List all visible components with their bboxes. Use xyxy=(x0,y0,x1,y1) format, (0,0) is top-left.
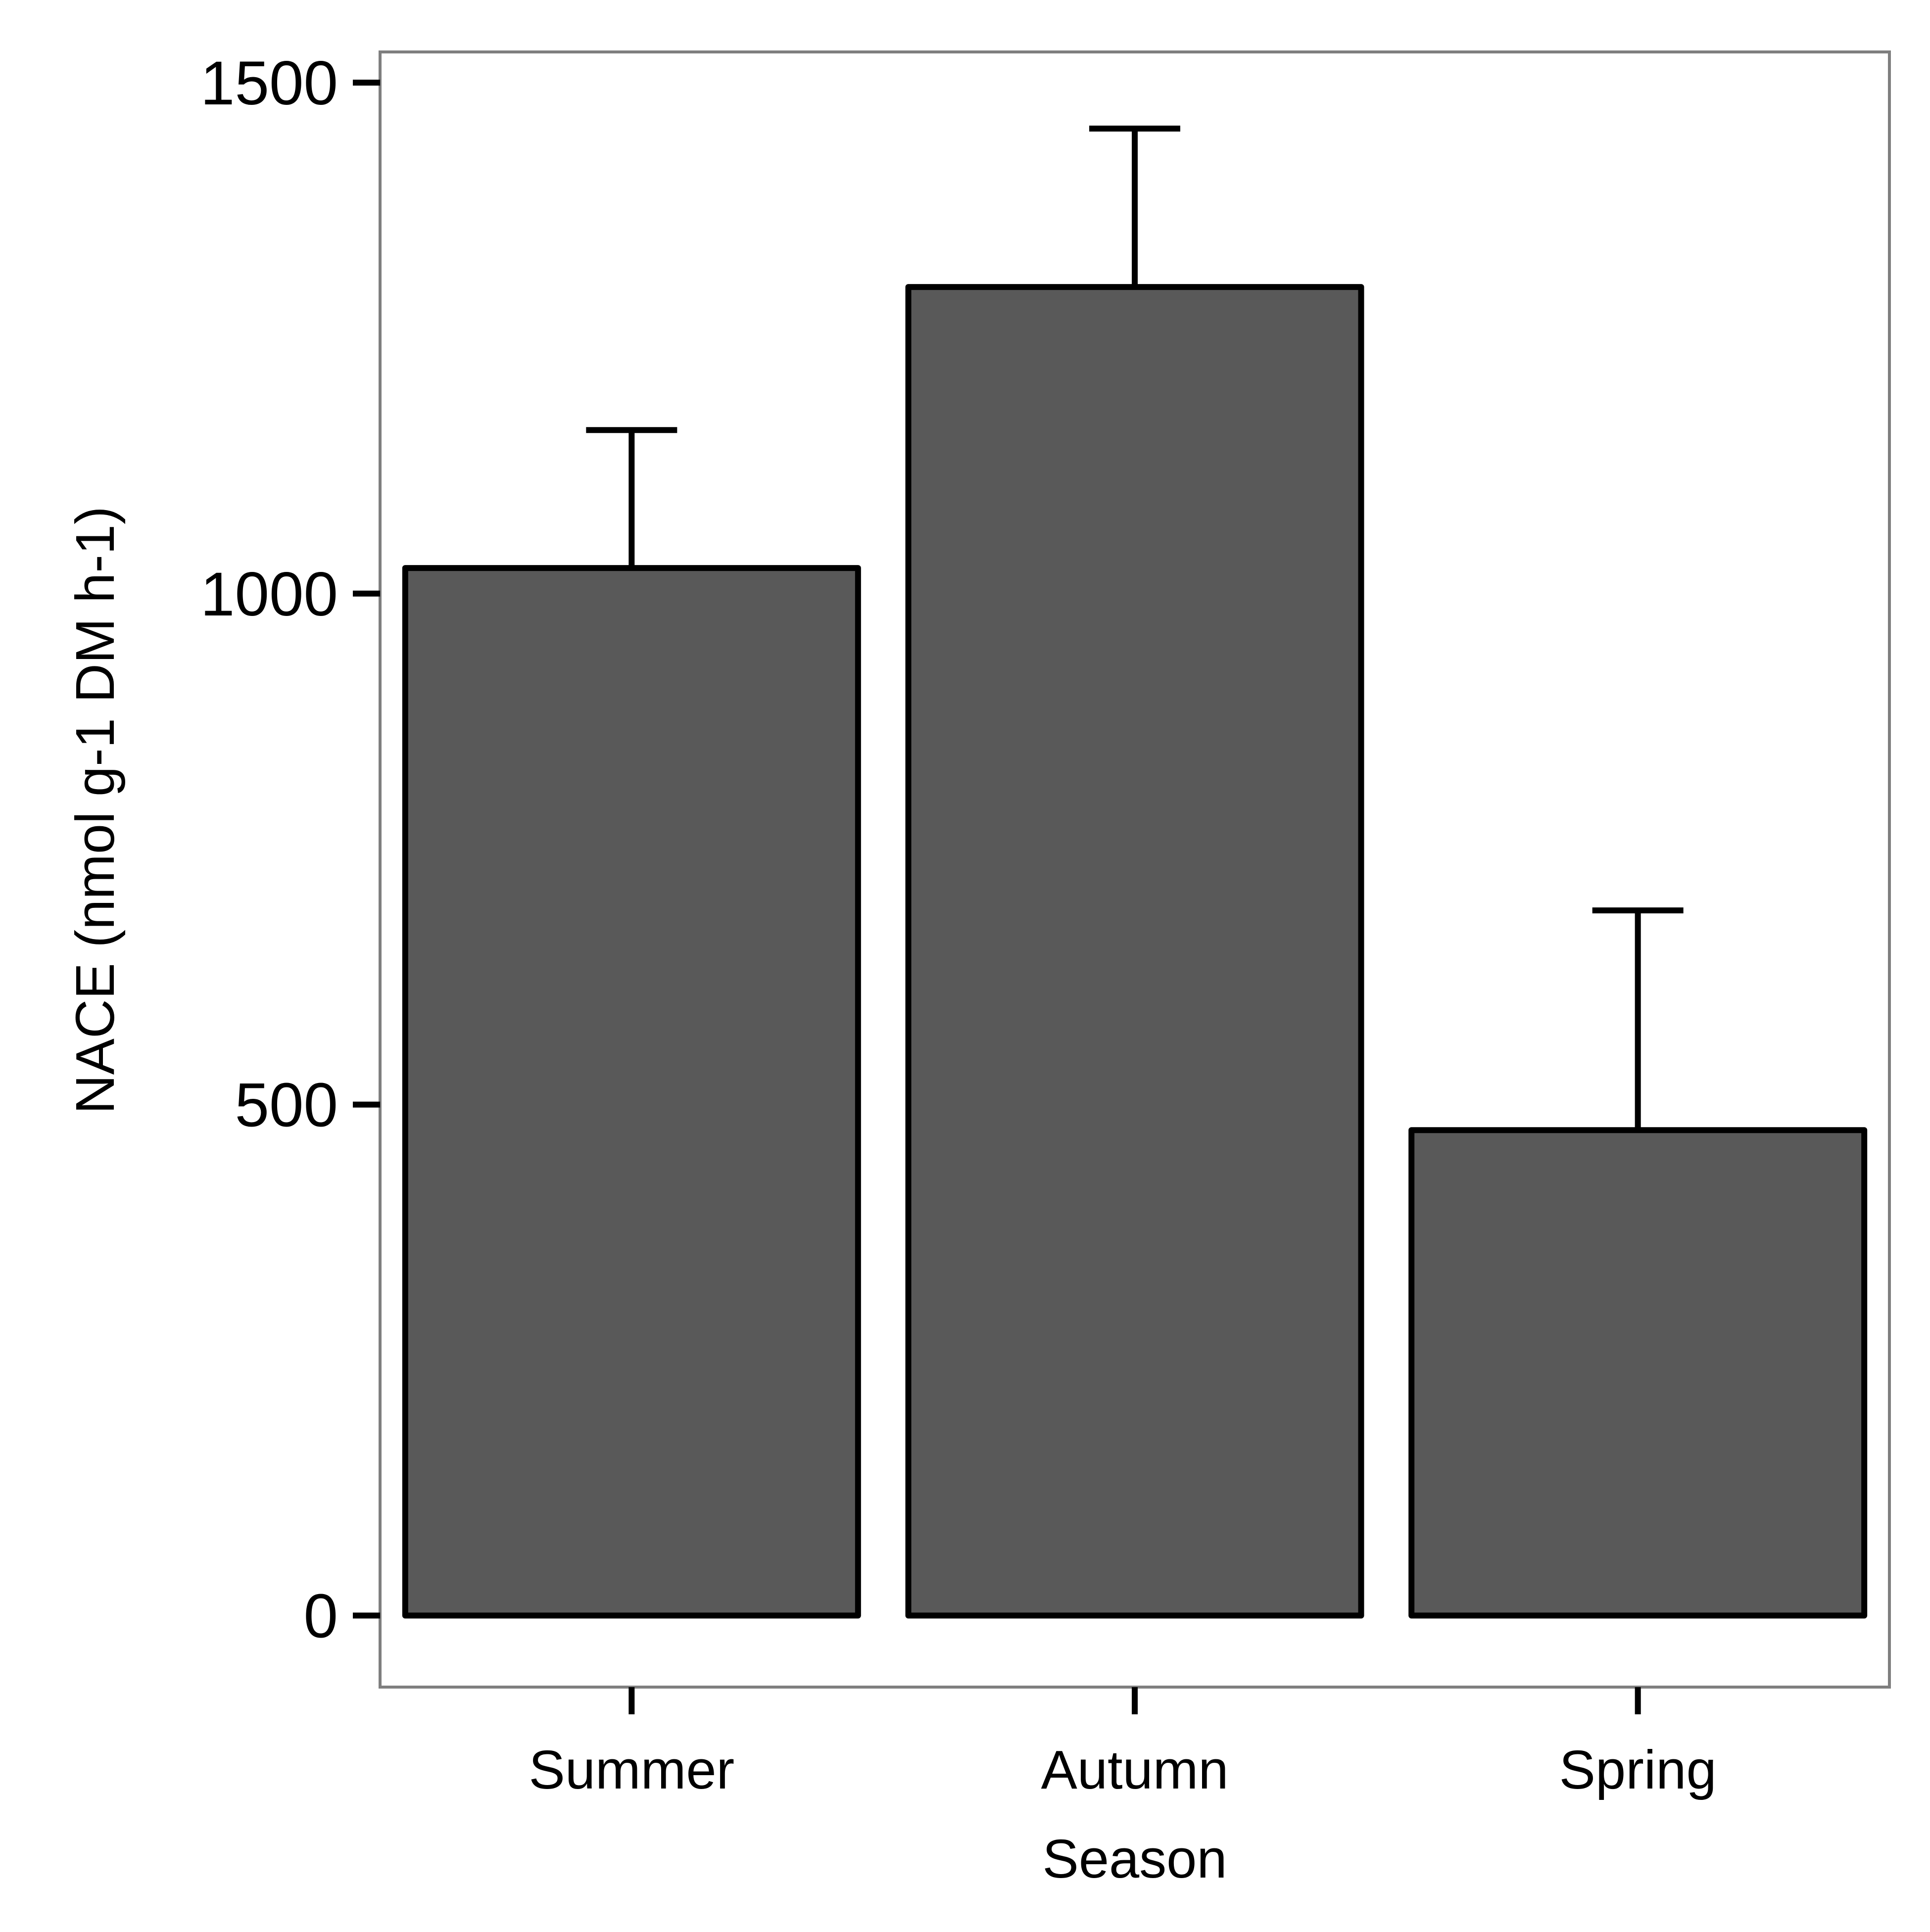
x-axis-title: Season xyxy=(1042,1829,1227,1889)
y-tick-label-0: 0 xyxy=(303,1582,338,1650)
bar-summer xyxy=(402,565,861,1619)
error-bars-layer xyxy=(586,125,1684,1131)
y-axis: 0 500 1000 1500 xyxy=(200,49,380,1650)
y-axis-title: NACE (nmol g-1 DM h-1) xyxy=(65,506,126,1114)
bar-autumn xyxy=(905,284,1364,1619)
y-tick-label-1000: 1000 xyxy=(200,560,338,629)
x-tick-label-autumn: Autumn xyxy=(1041,1740,1228,1800)
x-axis: Summer Autumn Spring xyxy=(529,1687,1717,1800)
x-tick-label-spring: Spring xyxy=(1559,1740,1717,1800)
y-tick-label-1500: 1500 xyxy=(200,49,338,118)
x-tick-label-summer: Summer xyxy=(529,1740,735,1800)
y-tick-label-500: 500 xyxy=(235,1071,338,1140)
bars-layer xyxy=(402,284,1868,1619)
bar-spring xyxy=(1408,1127,1868,1619)
